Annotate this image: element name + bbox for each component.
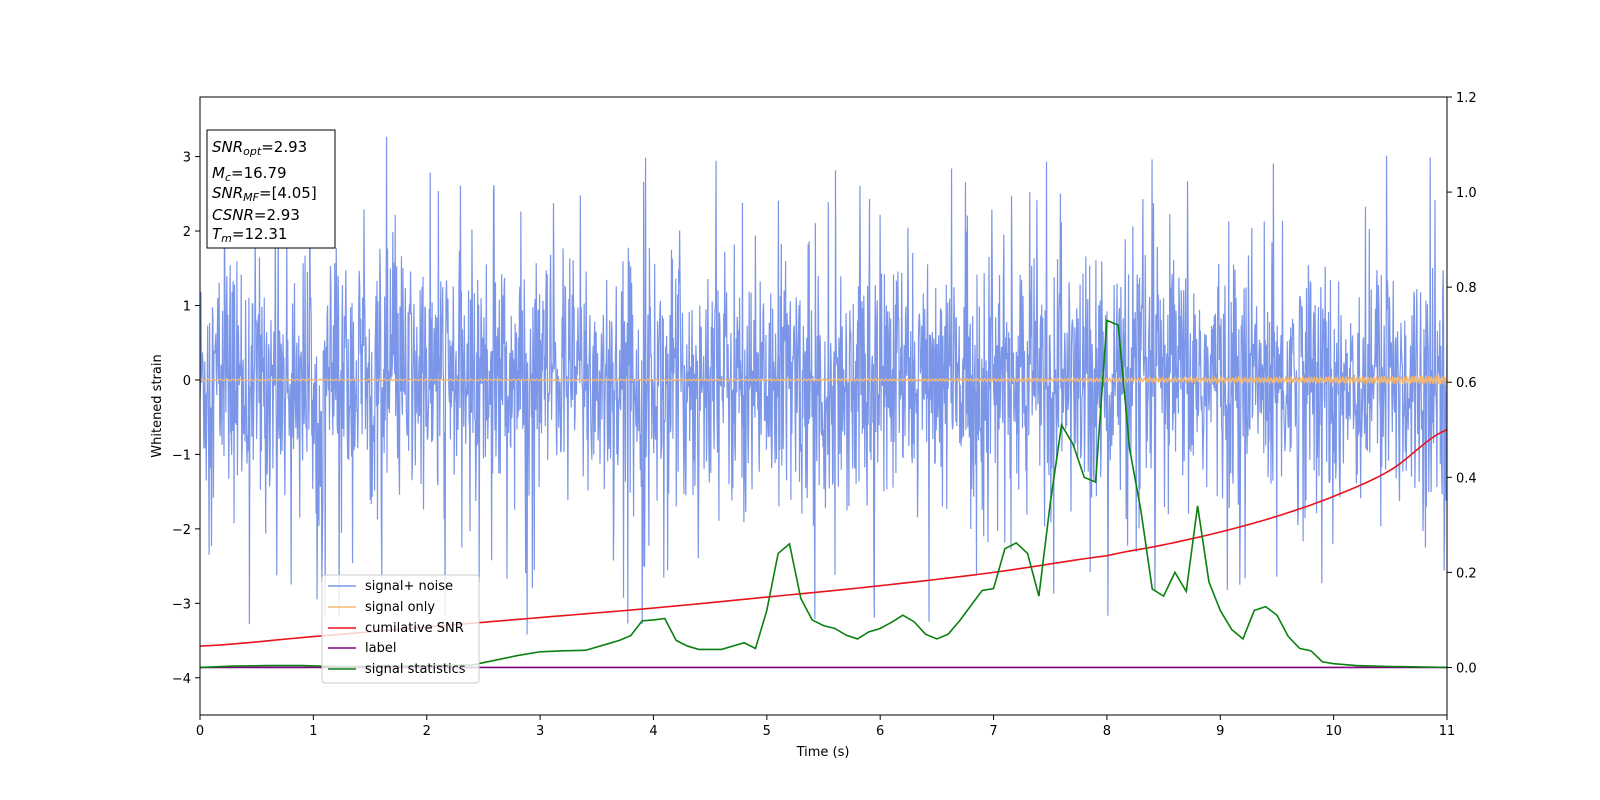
y-right-tick-label-3: 0.6 — [1456, 376, 1477, 391]
series-signal-only — [200, 374, 1447, 386]
series-signal-noise — [200, 136, 1447, 635]
legend: signal+ noise signal only cumilative SNR… — [321, 574, 480, 684]
x-tick-label-10: 10 — [1325, 724, 1342, 739]
legend-label-cumulative-snr: cumilative SNR — [365, 621, 464, 636]
x-tick-label-5: 5 — [763, 724, 771, 739]
stat-snr-mf: SNRMF=[4.05] — [212, 184, 317, 204]
x-tick-label-6: 6 — [876, 724, 884, 739]
legend-label-signal-noise: signal+ noise — [365, 579, 453, 594]
axis-ticks: 0 1 2 3 4 5 6 7 8 9 10 113210−1−2−3−41.21.00.80.60.… — [172, 91, 1477, 739]
y-left-tick-label-4: −1 — [172, 448, 191, 463]
y-left-tick-label-1: 2 — [183, 225, 191, 240]
y-left-tick-label-7: −4 — [172, 672, 191, 687]
y-right-tick-label-6: 0.0 — [1456, 661, 1477, 676]
x-tick-label-4: 4 — [649, 724, 657, 739]
y-left-tick-label-6: −3 — [172, 597, 191, 612]
legend-label-signal-statistics: signal statistics — [365, 662, 466, 677]
y-right-tick-label-4: 0.4 — [1456, 471, 1477, 486]
stat-tm: Tm=12.31 — [212, 225, 287, 245]
series-signal-statistics — [200, 319, 1447, 669]
y-right-tick-label-2: 0.8 — [1456, 281, 1477, 296]
legend-label-label: label — [365, 641, 396, 656]
legend-box — [321, 574, 480, 684]
stats-box — [206, 129, 336, 249]
stat-snr-opt: SNRopt=2.93 — [212, 138, 307, 158]
x-tick-label-7: 7 — [989, 724, 997, 739]
y-left-tick-label-3: 0 — [183, 374, 191, 389]
y-left-tick-label-5: −2 — [172, 523, 191, 538]
plot-frame — [199, 96, 1448, 716]
y-left-tick-label-0: 3 — [183, 151, 191, 166]
legend-label-signal-only: signal only — [365, 600, 435, 615]
x-axis-label: Time (s) — [796, 745, 850, 760]
x-tick-label-2: 2 — [423, 724, 431, 739]
x-tick-label-0: 0 — [196, 724, 204, 739]
y-axis-label: Whitened strain — [150, 354, 165, 457]
x-tick-label-9: 9 — [1216, 724, 1224, 739]
stat-csnr: CSNR=2.93 — [212, 206, 300, 224]
stats-annotation: SNRopt=2.93 Mc=16.79 SNRMF=[4.05] CSNR=2… — [206, 129, 336, 249]
x-tick-label-3: 3 — [536, 724, 544, 739]
stat-mc: Mc=16.79 — [212, 164, 287, 184]
y-right-tick-label-0: 1.2 — [1456, 91, 1477, 106]
x-tick-label-1: 1 — [309, 724, 317, 739]
x-tick-label-11: 11 — [1439, 724, 1456, 739]
x-tick-label-8: 8 — [1103, 724, 1111, 739]
y-left-tick-label-2: 1 — [183, 299, 191, 314]
y-right-tick-label-1: 1.0 — [1456, 186, 1477, 201]
y-right-tick-label-5: 0.2 — [1456, 566, 1477, 581]
